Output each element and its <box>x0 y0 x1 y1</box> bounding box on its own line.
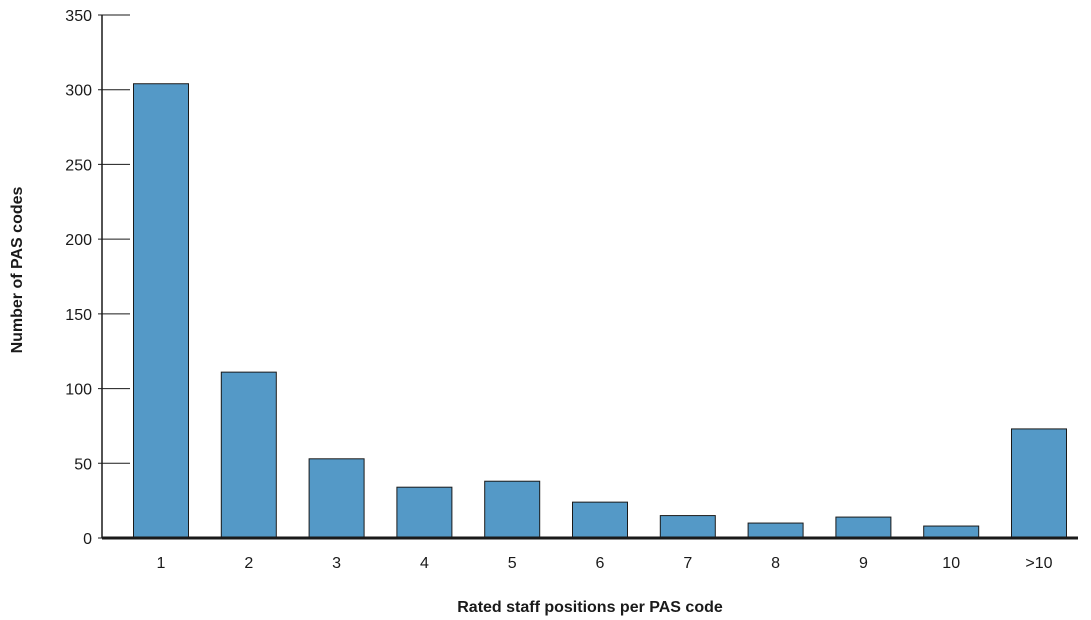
bar <box>572 501 628 539</box>
y-tick-label: 50 <box>74 456 92 473</box>
x-tick-label: 9 <box>859 555 868 572</box>
y-tick-label: 250 <box>65 157 92 174</box>
bar <box>308 458 365 539</box>
bar <box>133 83 189 539</box>
y-tick-label: 200 <box>65 232 92 249</box>
y-tick-label: 300 <box>65 83 92 100</box>
y-tick-label: 100 <box>65 382 92 399</box>
y-axis-ticks: 0 50 100 150 200 250 300 350 <box>65 8 130 548</box>
x-tick-label: 4 <box>420 555 429 572</box>
x-tick-label: 6 <box>596 555 605 572</box>
x-tick-label: 3 <box>332 555 341 572</box>
x-tick-label: >10 <box>1025 555 1052 572</box>
x-tick-label: 2 <box>244 555 253 572</box>
bar <box>747 522 804 539</box>
y-axis-title: Number of PAS codes <box>9 186 26 353</box>
x-tick-label: 10 <box>942 555 960 572</box>
x-axis-title: Rated staff positions per PAS code <box>457 599 723 616</box>
y-tick-label: 0 <box>83 531 92 548</box>
x-tick-label: 1 <box>157 555 166 572</box>
x-tick-label: 8 <box>771 555 780 572</box>
bar <box>835 516 892 539</box>
bar <box>923 525 980 539</box>
x-tick-label: 7 <box>683 555 692 572</box>
y-tick-label: 150 <box>65 307 92 324</box>
bar <box>1011 428 1067 539</box>
bar <box>659 515 716 539</box>
x-axis-ticks: 1 2 3 4 5 6 7 8 9 10 >10 <box>157 555 1053 572</box>
bar <box>220 371 277 539</box>
bars <box>133 83 1067 539</box>
bar <box>484 480 541 539</box>
bar <box>396 486 453 539</box>
x-tick-label: 5 <box>508 555 517 572</box>
y-tick-label: 350 <box>65 8 92 25</box>
